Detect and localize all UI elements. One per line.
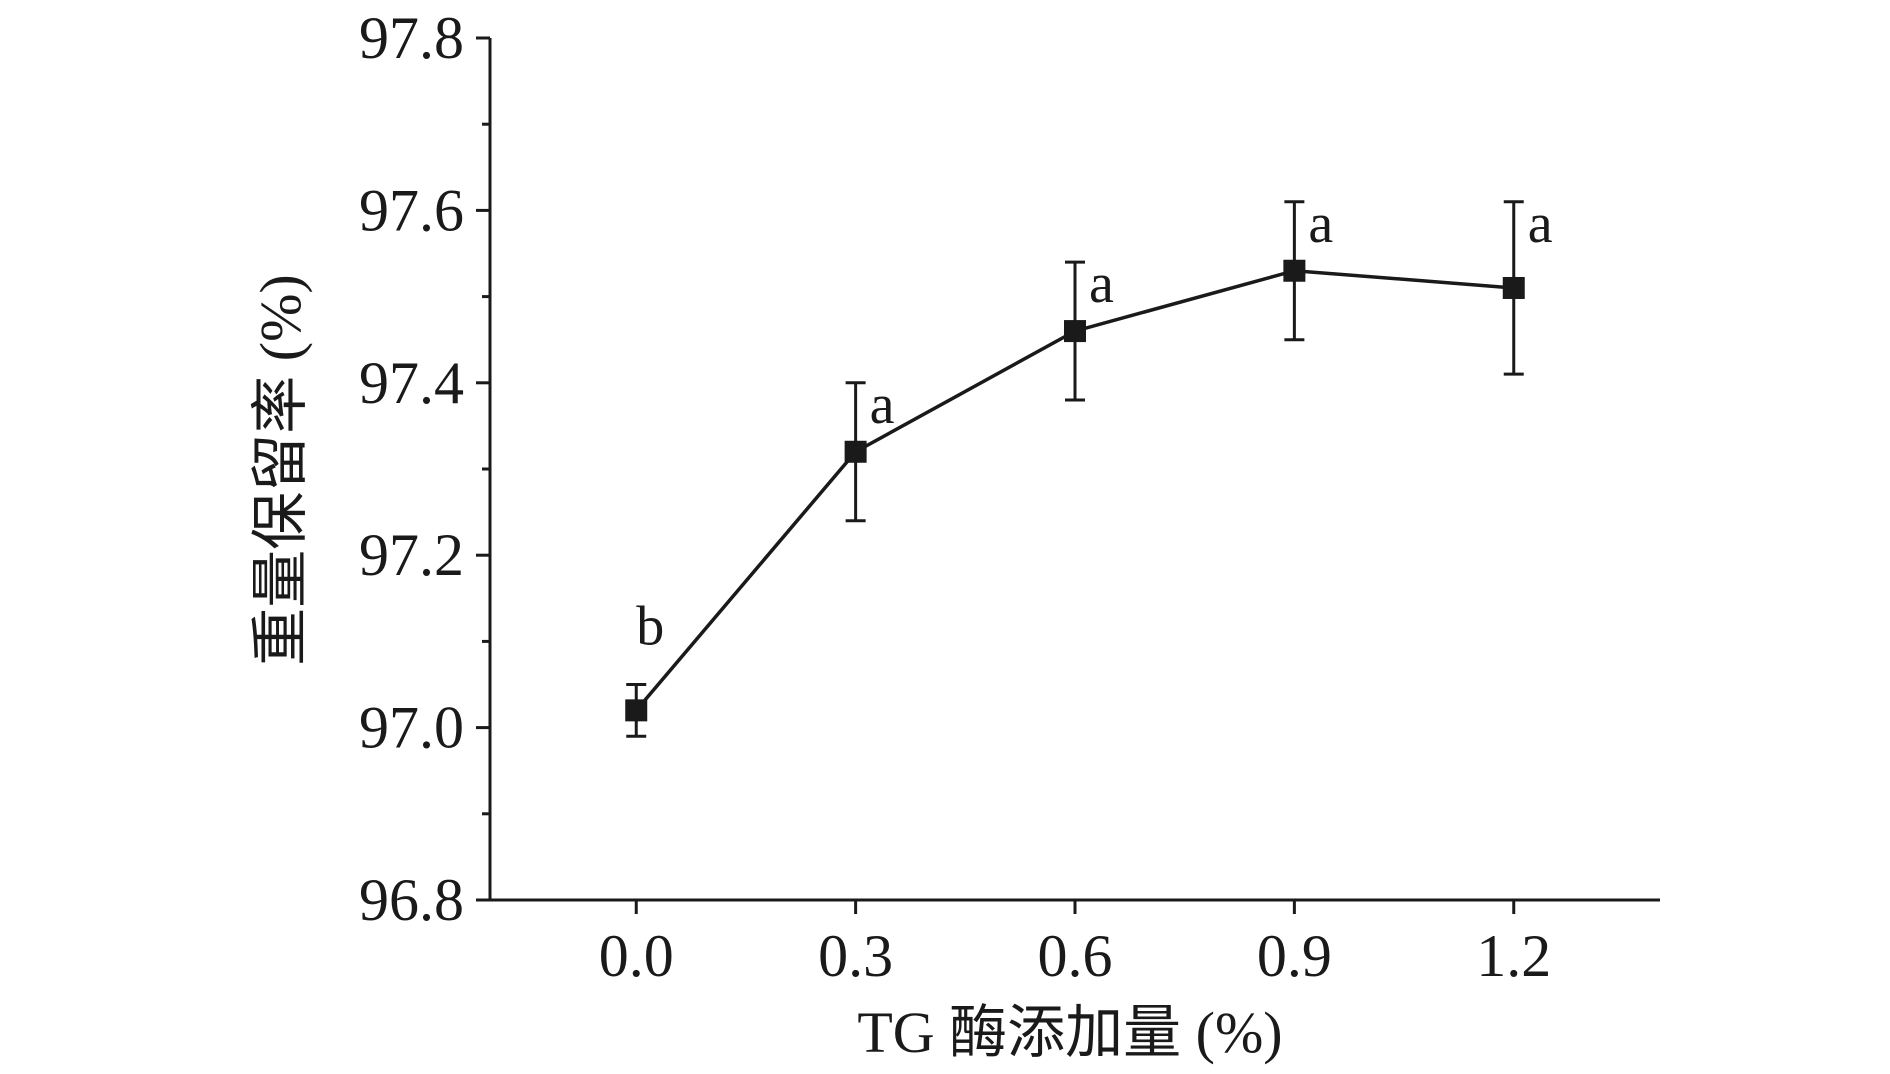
y-axis-title: 重量保留率 (%) (248, 274, 313, 665)
significance-label: a (1089, 253, 1114, 315)
y-tick-label: 97.6 (359, 177, 464, 243)
x-tick-label: 0.9 (1257, 923, 1332, 989)
x-tick-label: 1.2 (1476, 923, 1551, 989)
data-point (1064, 320, 1086, 343)
y-tick-label: 96.8 (359, 867, 464, 933)
x-axis-title: TG 酶添加量 (%) (857, 1000, 1282, 1065)
data-point (625, 699, 648, 722)
significance-label: a (1528, 193, 1553, 255)
data-point (844, 440, 867, 463)
x-axis: 0.0 0.3 0.6 0.9 1.2 (490, 898, 1660, 989)
x-tick-label: 0.3 (818, 923, 893, 989)
y-tick-label: 97.0 (359, 695, 464, 761)
significance-label: a (1308, 193, 1333, 255)
significance-label: a (870, 374, 895, 436)
x-tick-label: 0.6 (1038, 923, 1113, 989)
x-tick-label: 0.0 (599, 923, 674, 989)
y-tick-label: 97.2 (359, 522, 464, 588)
data-point (1502, 276, 1525, 299)
data-point (1283, 259, 1306, 282)
y-axis: 96.8 97.0 97.2 97.4 97.6 97.8 (359, 5, 492, 933)
series-group: b a a a a (625, 193, 1553, 738)
y-tick-label: 97.4 (359, 350, 464, 416)
y-tick-label: 97.8 (359, 5, 464, 71)
significance-label: b (636, 595, 664, 657)
